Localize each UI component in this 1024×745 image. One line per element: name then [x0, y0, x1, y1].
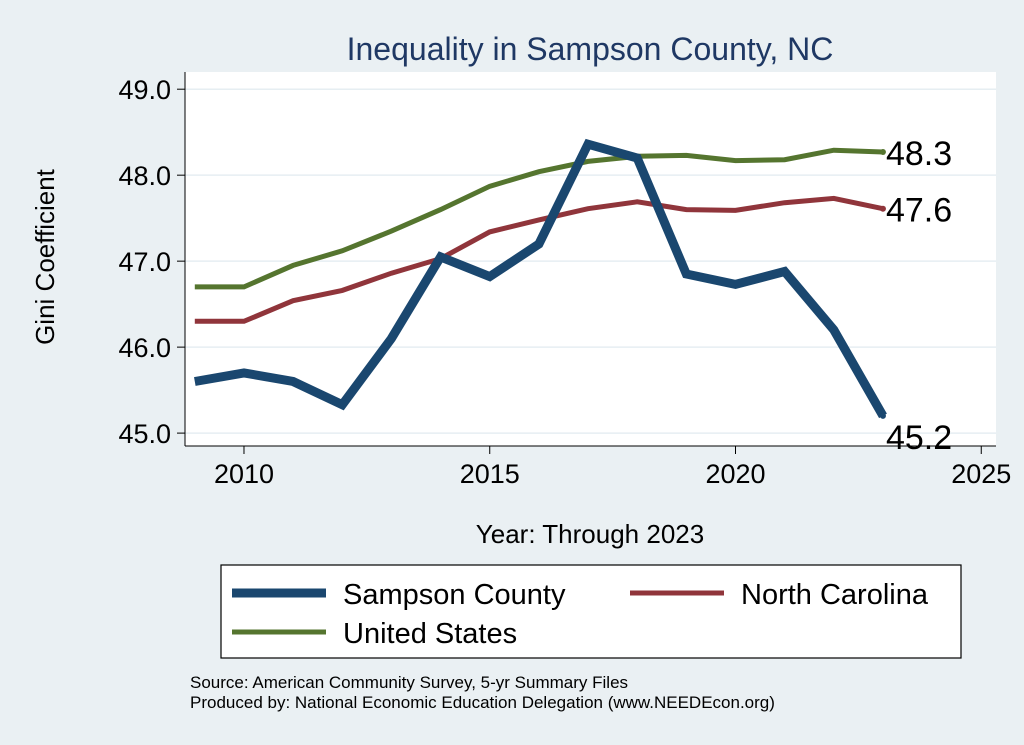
series-end-label: 47.6: [886, 192, 952, 230]
gridlines: [185, 88, 996, 434]
series-layer: 48.3 47.6 45.2: [194, 135, 952, 457]
series-line-sampson-county: [194, 138, 887, 419]
y-tick-label: 45.0: [118, 419, 171, 449]
series-end-marker: [879, 148, 886, 155]
legend-label-north-carolina: North Carolina: [741, 579, 929, 611]
producer-note: Produced by: National Economic Education…: [190, 693, 775, 712]
x-tick-label: 2025: [951, 459, 1011, 489]
y-axis-label: Gini Coefficient: [30, 168, 60, 345]
series-end-label: 45.2: [886, 419, 952, 457]
x-axis-label: Year: Through 2023: [476, 519, 704, 549]
y-tick-label: 47.0: [118, 247, 171, 277]
legend-label-united-states: United States: [343, 618, 517, 650]
x-tick-label: 2010: [214, 459, 274, 489]
series-end-marker: [879, 412, 886, 419]
legend-box: [220, 564, 962, 659]
axes: 45.0 46.0 47.0 48.0 49.0 2010 2015 2020 2025: [118, 72, 1011, 489]
series-line-united-states: [194, 147, 884, 290]
series-end-marker: [879, 205, 886, 212]
y-tick-label: 49.0: [118, 75, 171, 105]
legend: Sampson County North Carolina United Sta…: [220, 564, 962, 659]
x-tick-label: 2015: [460, 459, 520, 489]
y-tick-label: 48.0: [118, 161, 171, 191]
series-line-north-carolina: [194, 195, 884, 324]
y-tick-label: 46.0: [118, 333, 171, 363]
series-end-label: 48.3: [886, 135, 952, 173]
chart-title: Inequality in Sampson County, NC: [347, 31, 834, 67]
source-note: Source: American Community Survey, 5-yr …: [190, 673, 628, 692]
legend-label-sampson: Sampson County: [343, 579, 566, 611]
x-tick-label: 2020: [705, 459, 765, 489]
